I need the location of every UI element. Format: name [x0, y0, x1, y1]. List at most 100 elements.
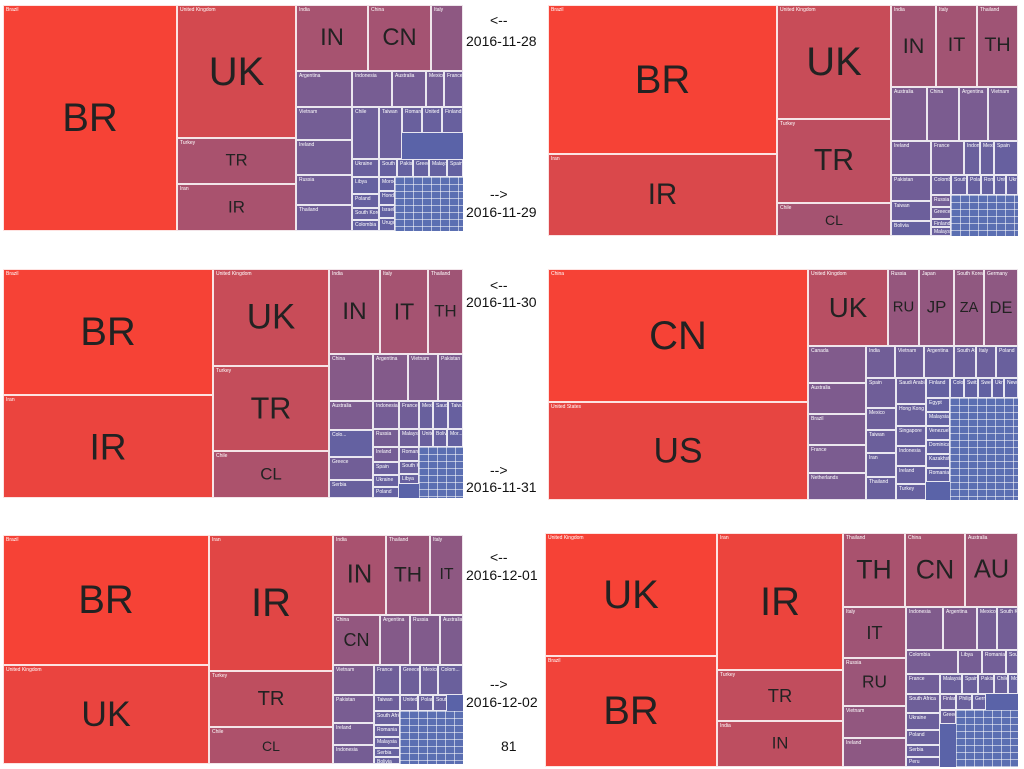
- tile-name: Malaysia: [943, 676, 962, 682]
- tile-code: CN: [382, 24, 417, 52]
- tile-code: RU: [892, 299, 915, 316]
- tile-name: South...: [954, 177, 967, 183]
- tile-spain: Spain: [866, 378, 896, 408]
- tile-code: BR: [603, 688, 659, 733]
- tile-polan: Polan...: [967, 175, 981, 195]
- tile-name: United ...: [403, 697, 418, 703]
- tile-name: Mexic...: [983, 143, 994, 149]
- tile-ukraine: Ukraine: [352, 159, 379, 177]
- tile-name: Polan...: [421, 697, 432, 703]
- tile-taiwan: Taiwan: [379, 107, 402, 159]
- tile-indonesia: Indonesia: [352, 71, 392, 107]
- tile-romania: Romania: [402, 107, 422, 133]
- tile-ukraine: Ukraine: [373, 475, 399, 487]
- tile-name: Indonesia: [909, 609, 931, 615]
- tile-switze: Switze...: [964, 378, 978, 398]
- tile-code: TR: [250, 391, 292, 426]
- tile-name: France: [402, 403, 418, 409]
- tile-australia: Australia: [392, 71, 426, 107]
- tile-code: TH: [434, 301, 457, 321]
- tile-colombia: Colombia: [931, 175, 951, 195]
- tile-brazil: Brazil BR: [545, 656, 717, 767]
- tile-colom: Colom...: [950, 378, 964, 398]
- tile-code: UK: [208, 49, 265, 94]
- tile-ireland: Ireland: [896, 466, 926, 484]
- tile-malaysia: Malaysia: [931, 227, 951, 236]
- tile-chile: Chile CL: [213, 451, 329, 498]
- tile-finland: Finland: [940, 694, 956, 710]
- tile-mexico: Mexico: [420, 665, 438, 695]
- tile-name: United Kingdom: [548, 535, 584, 541]
- treemap-2016-11-31: China CN United States US United Kingdom UK Ru…: [548, 269, 1018, 500]
- tile-russia: Russia RU: [843, 658, 906, 706]
- tile-name: Ireland: [376, 449, 392, 455]
- tile-bolivia: Bolivia: [374, 757, 400, 764]
- tile-name: Switze...: [967, 380, 977, 386]
- tile-name: India: [869, 348, 880, 354]
- small-tiles-block: [395, 177, 463, 231]
- tile-name: Singapore: [899, 428, 922, 434]
- tile-name: Malaysia: [432, 161, 446, 167]
- tile-vietnam: Vietnam: [988, 87, 1018, 141]
- tile-name: India: [720, 723, 731, 729]
- tile-russia: Russia: [296, 175, 352, 205]
- tile-name: Romania: [405, 109, 422, 115]
- tile-name: India: [299, 7, 310, 13]
- tile-italy: Italy IT: [843, 607, 906, 658]
- tile-name: Germany: [987, 271, 1008, 277]
- tile-name: Chile: [355, 109, 367, 115]
- tile-code: ZA: [959, 299, 979, 316]
- tile-name: France: [909, 676, 925, 682]
- tile-name: Thailand: [869, 479, 889, 485]
- tile-code: CN: [343, 630, 370, 650]
- tile-code: RU: [862, 671, 887, 692]
- tile-argentina: Argentina: [959, 87, 988, 141]
- tile-name: Chile: [780, 205, 792, 211]
- tile-code: UK: [81, 693, 131, 734]
- tile-south-korea: South Korea: [399, 461, 419, 474]
- tile-code: TH: [393, 563, 423, 587]
- tile-name: South K...: [1000, 609, 1018, 615]
- tile-united-kingdom: United Kingdom UK: [545, 533, 717, 656]
- tile-name: Sout...: [436, 697, 447, 703]
- tile-greece: Greece: [931, 207, 951, 219]
- tile-name: Thailand: [389, 537, 409, 543]
- tile-brazil: Brazil BR: [3, 269, 213, 395]
- tile-colombia: Colombia: [906, 650, 958, 674]
- tile-malaysia: Malaysia: [374, 737, 400, 748]
- tile-name: Serbia: [377, 750, 392, 756]
- tile-name: Romania: [929, 470, 950, 476]
- tile-name: Argentina: [383, 617, 405, 623]
- tile-romania: Romania: [926, 468, 950, 482]
- tile-spain: Spain: [447, 159, 463, 177]
- tile-india: India IN: [717, 721, 843, 767]
- tile-name: Brazil: [6, 271, 19, 277]
- tile-iran: Iran IR: [3, 395, 213, 498]
- tile-russia: Russia RU: [888, 269, 919, 346]
- tile-code: UK: [603, 572, 659, 617]
- tile-ireland: Ireland: [891, 141, 931, 175]
- date-label-2016-12-01: 2016-12-01: [466, 567, 538, 583]
- tile-name: Poland: [999, 348, 1015, 354]
- tile-south-kore: South Kore...: [1006, 650, 1018, 674]
- tile-thailand: Thailand: [866, 477, 896, 500]
- tile-name: Roma...: [984, 177, 994, 183]
- tile-name: Russia: [846, 660, 862, 666]
- tile-chile: Chile: [994, 674, 1008, 694]
- date-label-2016-12-02: 2016-12-02: [466, 694, 538, 710]
- tile-name: South Korea: [355, 210, 378, 216]
- tile-name: Turkey: [720, 672, 736, 678]
- tile-name: Iran: [212, 537, 221, 543]
- tile-france: France: [931, 141, 964, 175]
- tile-name: Iran: [720, 535, 729, 541]
- tile-name: Hondu...: [382, 193, 394, 199]
- tile-name: South Korea: [957, 271, 984, 277]
- tile-colom: Colom...: [438, 665, 463, 695]
- tile-peru: Peru: [906, 757, 940, 767]
- tile-pakistan: Pakistan: [438, 354, 463, 401]
- tile-name: Brazil: [6, 7, 19, 13]
- tile-code: BR: [634, 57, 691, 102]
- tile-south-korea: South Korea ZA: [954, 269, 984, 346]
- tile-name: France: [377, 667, 393, 673]
- tile-libya: Libya: [958, 650, 982, 674]
